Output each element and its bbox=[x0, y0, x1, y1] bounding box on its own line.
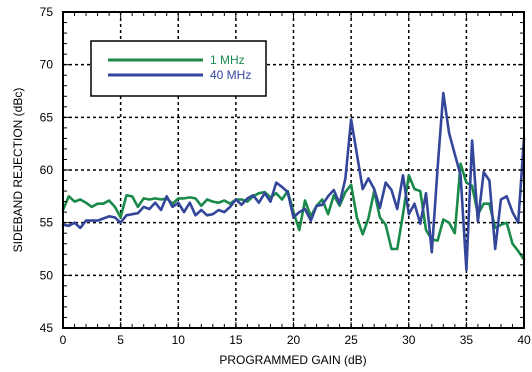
x-tick-label: 25 bbox=[344, 333, 358, 347]
y-tick-label: 45 bbox=[40, 321, 54, 335]
y-tick-label: 60 bbox=[40, 163, 54, 177]
y-tick-label: 50 bbox=[40, 268, 54, 282]
y-tick-label: 75 bbox=[40, 5, 54, 19]
grid-lines bbox=[63, 12, 524, 328]
x-tick-label: 5 bbox=[117, 333, 124, 347]
y-tick-label: 65 bbox=[40, 110, 54, 124]
y-tick-label: 70 bbox=[40, 58, 54, 72]
series-line-40-mhz bbox=[61, 91, 526, 272]
x-tick-label: 40 bbox=[517, 333, 531, 347]
x-tick-label: 15 bbox=[229, 333, 243, 347]
x-axis-title: PROGRAMMED GAIN (dB) bbox=[219, 353, 366, 367]
x-tick-label: 0 bbox=[60, 333, 67, 347]
x-tick-label: 35 bbox=[460, 333, 474, 347]
y-axis-title: SIDEBAND REJECTION (dBc) bbox=[11, 88, 25, 253]
legend-label: 1 MHz bbox=[210, 53, 245, 67]
legend-label: 40 MHz bbox=[210, 68, 251, 82]
y-ticks: 45 50 55 60 65 70 75 bbox=[40, 5, 524, 335]
y-tick-label: 55 bbox=[40, 216, 54, 230]
x-tick-label: 20 bbox=[287, 333, 301, 347]
series-lines bbox=[61, 91, 526, 272]
legend-box bbox=[90, 40, 267, 97]
x-tick-label: 30 bbox=[402, 333, 416, 347]
x-ticks: 0 5 10 15 20 25 30 35 40 bbox=[60, 12, 531, 347]
x-tick-label: 10 bbox=[172, 333, 186, 347]
